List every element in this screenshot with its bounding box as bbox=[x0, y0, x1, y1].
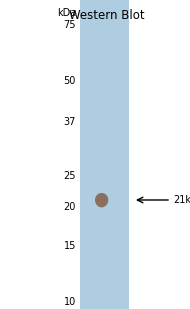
Bar bbox=[80, 0, 129, 309]
Text: 21kDa: 21kDa bbox=[173, 195, 190, 205]
Text: 20: 20 bbox=[64, 202, 76, 212]
Ellipse shape bbox=[95, 193, 108, 207]
Text: kDa: kDa bbox=[57, 8, 76, 18]
Text: 15: 15 bbox=[64, 241, 76, 251]
Text: Western Blot: Western Blot bbox=[69, 9, 144, 22]
Text: 75: 75 bbox=[63, 20, 76, 30]
Text: 25: 25 bbox=[63, 171, 76, 181]
Text: 50: 50 bbox=[64, 76, 76, 86]
Text: 10: 10 bbox=[64, 297, 76, 307]
Text: 37: 37 bbox=[64, 117, 76, 127]
